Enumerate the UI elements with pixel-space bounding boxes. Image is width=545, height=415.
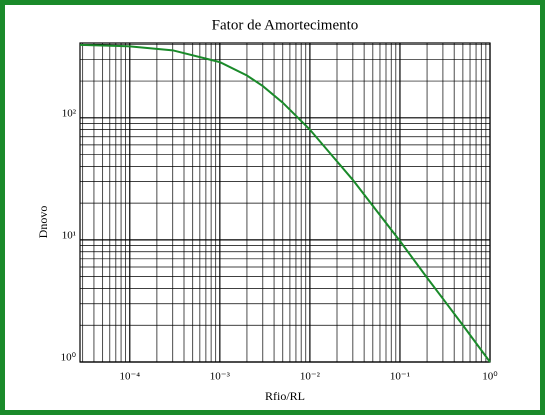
plot-area-border (79, 42, 491, 363)
x-tick-label: 10⁻³ (210, 371, 231, 383)
x-tick-label: 10⁻¹ (390, 371, 410, 383)
x-tick-label: 10⁻⁴ (119, 371, 140, 383)
y-tick-label: 10¹ (62, 229, 76, 241)
x-axis-label: Rfio/RL (265, 389, 305, 403)
y-tick-label: 10² (62, 107, 77, 119)
x-tick-label: 10⁰ (482, 371, 498, 383)
data-line (79, 43, 491, 363)
x-tick-label: 10⁻² (300, 371, 321, 383)
y-tick-label: 10⁰ (61, 352, 77, 364)
chart-title: Fator de Amortecimento (212, 17, 359, 33)
y-axis-label: Dnovo (36, 206, 50, 239)
